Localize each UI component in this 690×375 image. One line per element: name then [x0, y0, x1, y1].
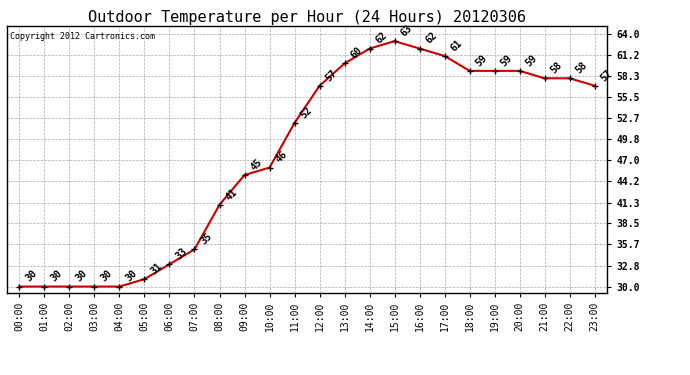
Title: Outdoor Temperature per Hour (24 Hours) 20120306: Outdoor Temperature per Hour (24 Hours) …: [88, 10, 526, 25]
Text: 62: 62: [424, 30, 439, 46]
Text: 52: 52: [299, 105, 314, 120]
Text: 59: 59: [499, 53, 514, 68]
Text: Copyright 2012 Cartronics.com: Copyright 2012 Cartronics.com: [10, 32, 155, 40]
Text: 61: 61: [448, 38, 464, 53]
Text: 45: 45: [248, 157, 264, 172]
Text: 41: 41: [224, 187, 239, 202]
Text: 59: 59: [474, 53, 489, 68]
Text: 35: 35: [199, 231, 214, 247]
Text: 30: 30: [48, 268, 64, 284]
Text: 30: 30: [99, 268, 114, 284]
Text: 60: 60: [348, 45, 364, 61]
Text: 33: 33: [174, 246, 189, 261]
Text: 30: 30: [23, 268, 39, 284]
Text: 58: 58: [574, 60, 589, 75]
Text: 58: 58: [549, 60, 564, 75]
Text: 57: 57: [324, 68, 339, 83]
Text: 30: 30: [124, 268, 139, 284]
Text: 63: 63: [399, 23, 414, 38]
Text: 57: 57: [599, 68, 614, 83]
Text: 30: 30: [74, 268, 89, 284]
Text: 46: 46: [274, 149, 289, 165]
Text: 59: 59: [524, 53, 539, 68]
Text: 62: 62: [374, 30, 389, 46]
Text: 31: 31: [148, 261, 164, 276]
